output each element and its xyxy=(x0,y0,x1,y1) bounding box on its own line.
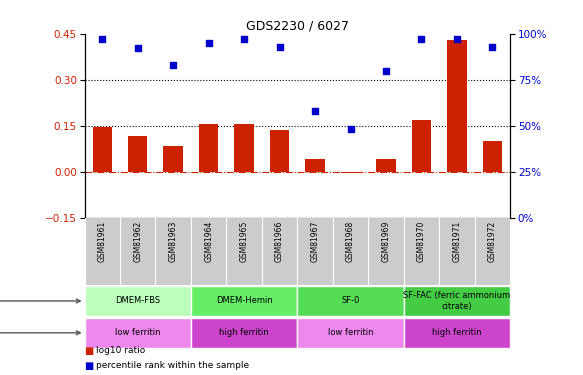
Text: SF-0: SF-0 xyxy=(341,296,360,305)
Point xyxy=(204,40,213,46)
Text: ■: ■ xyxy=(85,361,94,370)
Bar xyxy=(412,120,431,172)
Bar xyxy=(199,124,219,172)
Bar xyxy=(297,286,404,316)
Bar xyxy=(85,286,191,316)
Bar xyxy=(191,286,297,316)
Text: low ferritin: low ferritin xyxy=(115,328,160,338)
Text: growth protocol: growth protocol xyxy=(0,328,80,338)
Text: agent: agent xyxy=(0,296,80,306)
Bar xyxy=(305,159,325,172)
Point xyxy=(310,108,319,114)
Title: GDS2230 / 6027: GDS2230 / 6027 xyxy=(246,20,349,33)
Text: low ferritin: low ferritin xyxy=(328,328,373,338)
Text: GSM81971: GSM81971 xyxy=(452,221,461,262)
Bar xyxy=(128,136,147,172)
Text: GSM81963: GSM81963 xyxy=(168,221,178,262)
Bar xyxy=(483,141,502,172)
Bar xyxy=(191,318,297,348)
Text: ■: ■ xyxy=(85,346,94,355)
Text: GSM81965: GSM81965 xyxy=(240,221,248,262)
Bar xyxy=(297,318,404,348)
Point xyxy=(346,126,355,132)
Bar xyxy=(341,172,360,173)
Text: DMEM-Hemin: DMEM-Hemin xyxy=(216,296,272,305)
Point xyxy=(452,36,462,42)
Bar xyxy=(376,159,396,172)
Point xyxy=(381,68,391,74)
Text: GSM81967: GSM81967 xyxy=(311,221,319,262)
Bar xyxy=(163,146,183,172)
Text: GSM81966: GSM81966 xyxy=(275,221,284,262)
Bar xyxy=(270,130,289,172)
Text: SF-FAC (ferric ammonium
citrate): SF-FAC (ferric ammonium citrate) xyxy=(403,291,511,310)
Bar xyxy=(403,318,510,348)
Bar xyxy=(447,40,466,172)
Point xyxy=(133,45,142,51)
Text: log10 ratio: log10 ratio xyxy=(96,346,145,355)
Bar xyxy=(234,124,254,172)
Text: GSM81964: GSM81964 xyxy=(204,221,213,262)
Text: GSM81972: GSM81972 xyxy=(488,221,497,262)
Text: GSM81968: GSM81968 xyxy=(346,221,355,262)
Text: high ferritin: high ferritin xyxy=(219,328,269,338)
Text: DMEM-FBS: DMEM-FBS xyxy=(115,296,160,305)
Point xyxy=(168,62,178,68)
Text: GSM81970: GSM81970 xyxy=(417,221,426,262)
Text: GSM81969: GSM81969 xyxy=(381,221,391,262)
Bar xyxy=(403,286,510,316)
Point xyxy=(417,36,426,42)
Point xyxy=(240,36,249,42)
Text: GSM81962: GSM81962 xyxy=(134,221,142,262)
Point xyxy=(97,36,107,42)
Text: high ferritin: high ferritin xyxy=(432,328,482,338)
Point xyxy=(488,44,497,50)
Bar xyxy=(93,127,112,172)
Text: GSM81961: GSM81961 xyxy=(98,221,107,262)
Text: percentile rank within the sample: percentile rank within the sample xyxy=(96,361,250,370)
Point xyxy=(275,44,285,50)
Bar xyxy=(85,318,191,348)
